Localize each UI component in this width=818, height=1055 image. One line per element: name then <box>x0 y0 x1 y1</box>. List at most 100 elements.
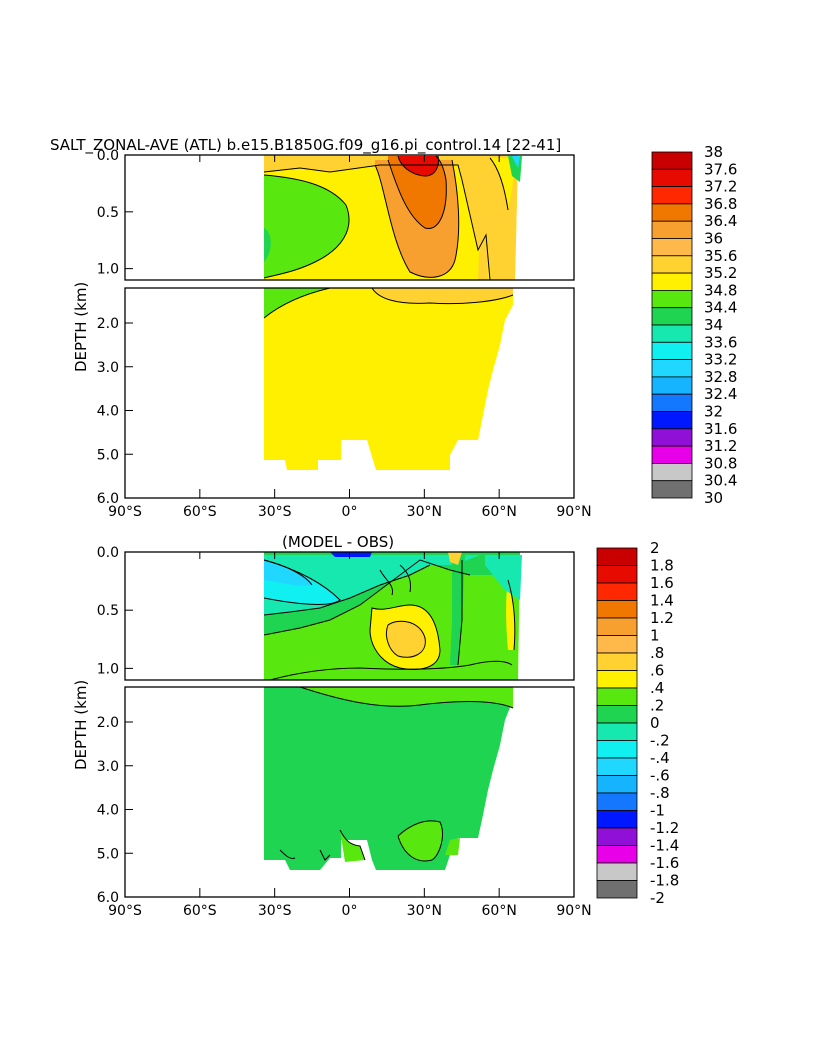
x-tick-label: 0° <box>342 504 358 520</box>
colorbar-swatch <box>596 582 638 601</box>
colorbar-label: 34 <box>704 316 723 334</box>
colorbar-label: 30.4 <box>704 472 737 490</box>
salinity-ylabel: DEPTH (km) <box>72 282 90 372</box>
colorbar-label: 31.6 <box>704 420 737 438</box>
difference-panel: (MODEL - OBS) <box>72 533 679 919</box>
colorbar-swatch <box>651 462 693 482</box>
y-tick-label: 5.0 <box>97 447 119 463</box>
colorbar-swatch <box>651 289 693 309</box>
colorbar-label: .4 <box>650 679 664 697</box>
colorbar-swatch <box>596 862 638 881</box>
colorbar-swatch <box>596 635 638 654</box>
difference-lower-field <box>264 687 514 870</box>
colorbar-swatch <box>651 445 693 464</box>
y-tick-label: 0.5 <box>97 603 119 619</box>
colorbar-label: 1.6 <box>650 574 674 592</box>
colorbar-label: 1.8 <box>650 557 674 575</box>
colorbar-swatch <box>596 722 638 741</box>
colorbar-label: -2 <box>650 889 665 907</box>
salinity-colorbar: 3837.637.236.836.43635.635.234.834.43433… <box>651 143 737 507</box>
y-tick-label: 5.0 <box>97 846 119 862</box>
x-tick-label: 30°N <box>407 903 442 919</box>
salinity-panel: 90°S 60°S 30°S 0° 30°N 60°N 90°N 0.0 0.5 1.0 2.0 3.… <box>72 143 737 520</box>
colorbar-label: 2 <box>650 539 660 557</box>
colorbar-swatch <box>596 617 638 636</box>
x-tick-label: 30°S <box>258 504 292 520</box>
figure-title: SALT_ZONAL-AVE (ATL) b.e15.B1850G.f09_g1… <box>50 136 561 155</box>
colorbar-label: 34.8 <box>704 281 737 299</box>
colorbar-label: 34.4 <box>704 299 737 317</box>
salinity-lower-field <box>263 288 514 470</box>
colorbar-swatch <box>651 220 693 239</box>
colorbar-label: -.6 <box>650 767 670 785</box>
colorbar-label: 1.2 <box>650 609 674 627</box>
colorbar-swatch <box>651 411 693 430</box>
colorbar-swatch <box>651 255 693 274</box>
colorbar-swatch <box>596 810 638 829</box>
colorbar-label: 33.6 <box>704 333 737 351</box>
colorbar-swatch <box>651 480 693 499</box>
difference-colorbar: 21.81.61.41.21.8.6.4.20-.2-.4-.6-.8-1-1.… <box>596 539 679 907</box>
colorbar-label: -1.4 <box>650 837 679 855</box>
colorbar-swatch <box>596 565 638 584</box>
y-tick-label: 4.0 <box>97 404 119 420</box>
y-tick-label: 4.0 <box>97 803 119 819</box>
y-tick-label: 3.0 <box>97 360 119 376</box>
y-tick-label: 2.0 <box>97 715 119 731</box>
colorbar-label: 36.4 <box>704 212 737 230</box>
colorbar-swatch <box>651 272 693 291</box>
colorbar-label: 0 <box>650 714 660 732</box>
x-tick-label: 60°S <box>183 504 217 520</box>
x-tick-label: 0° <box>342 903 358 919</box>
colorbar-swatch <box>596 880 638 899</box>
colorbar-label: .2 <box>650 697 664 715</box>
colorbar-swatch <box>651 307 693 326</box>
colorbar-label: 32.8 <box>704 368 737 386</box>
colorbar-label: -.2 <box>650 732 670 750</box>
x-tick-label: 30°N <box>407 504 442 520</box>
colorbar-label: 35.2 <box>704 264 737 282</box>
colorbar-swatch <box>596 670 638 689</box>
colorbar-swatch <box>651 428 693 447</box>
colorbar-swatch <box>651 324 693 343</box>
colorbar-swatch <box>596 775 638 794</box>
x-tick-label: 30°S <box>258 903 292 919</box>
colorbar-label: -1.2 <box>650 819 679 837</box>
y-tick-label: 3.0 <box>97 759 119 775</box>
y-tick-label: 0.0 <box>97 545 119 561</box>
colorbar-swatch <box>651 168 693 188</box>
difference-upper-field <box>263 552 522 680</box>
colorbar-swatch <box>596 687 638 706</box>
colorbar-swatch <box>596 547 638 566</box>
colorbar-label: 36.8 <box>704 195 737 213</box>
colorbar-swatch <box>596 792 638 811</box>
colorbar-label: -.4 <box>650 749 670 767</box>
colorbar-swatch <box>651 393 693 412</box>
colorbar-label: 30 <box>704 489 723 507</box>
colorbar-swatch <box>651 341 693 360</box>
colorbar-swatch <box>651 238 693 257</box>
y-tick-label: 0.5 <box>97 205 119 221</box>
colorbar-swatch <box>596 757 638 776</box>
colorbar-swatch <box>596 652 638 671</box>
colorbar-label: 31.2 <box>704 437 737 455</box>
colorbar-label: -1 <box>650 802 665 820</box>
colorbar-label: 1 <box>650 627 660 645</box>
x-tick-label: 60°N <box>482 903 517 919</box>
colorbar-label: 37.6 <box>704 160 737 178</box>
colorbar-label: -1.6 <box>650 854 679 872</box>
colorbar-swatch <box>651 376 693 395</box>
colorbar-swatch <box>651 359 693 378</box>
y-tick-label: 2.0 <box>97 316 119 332</box>
x-tick-label: 90°S <box>108 903 142 919</box>
colorbar-label: 38 <box>704 143 723 161</box>
colorbar-label: 37.2 <box>704 178 737 196</box>
y-tick-label: 0.0 <box>97 148 119 164</box>
colorbar-label: -1.8 <box>650 872 679 890</box>
x-tick-label: 60°N <box>482 504 517 520</box>
colorbar-label: 32 <box>704 403 723 421</box>
colorbar-swatch <box>651 151 693 170</box>
colorbar-swatch <box>651 203 693 222</box>
x-tick-label: 90°S <box>108 504 142 520</box>
colorbar-swatch <box>596 845 638 864</box>
